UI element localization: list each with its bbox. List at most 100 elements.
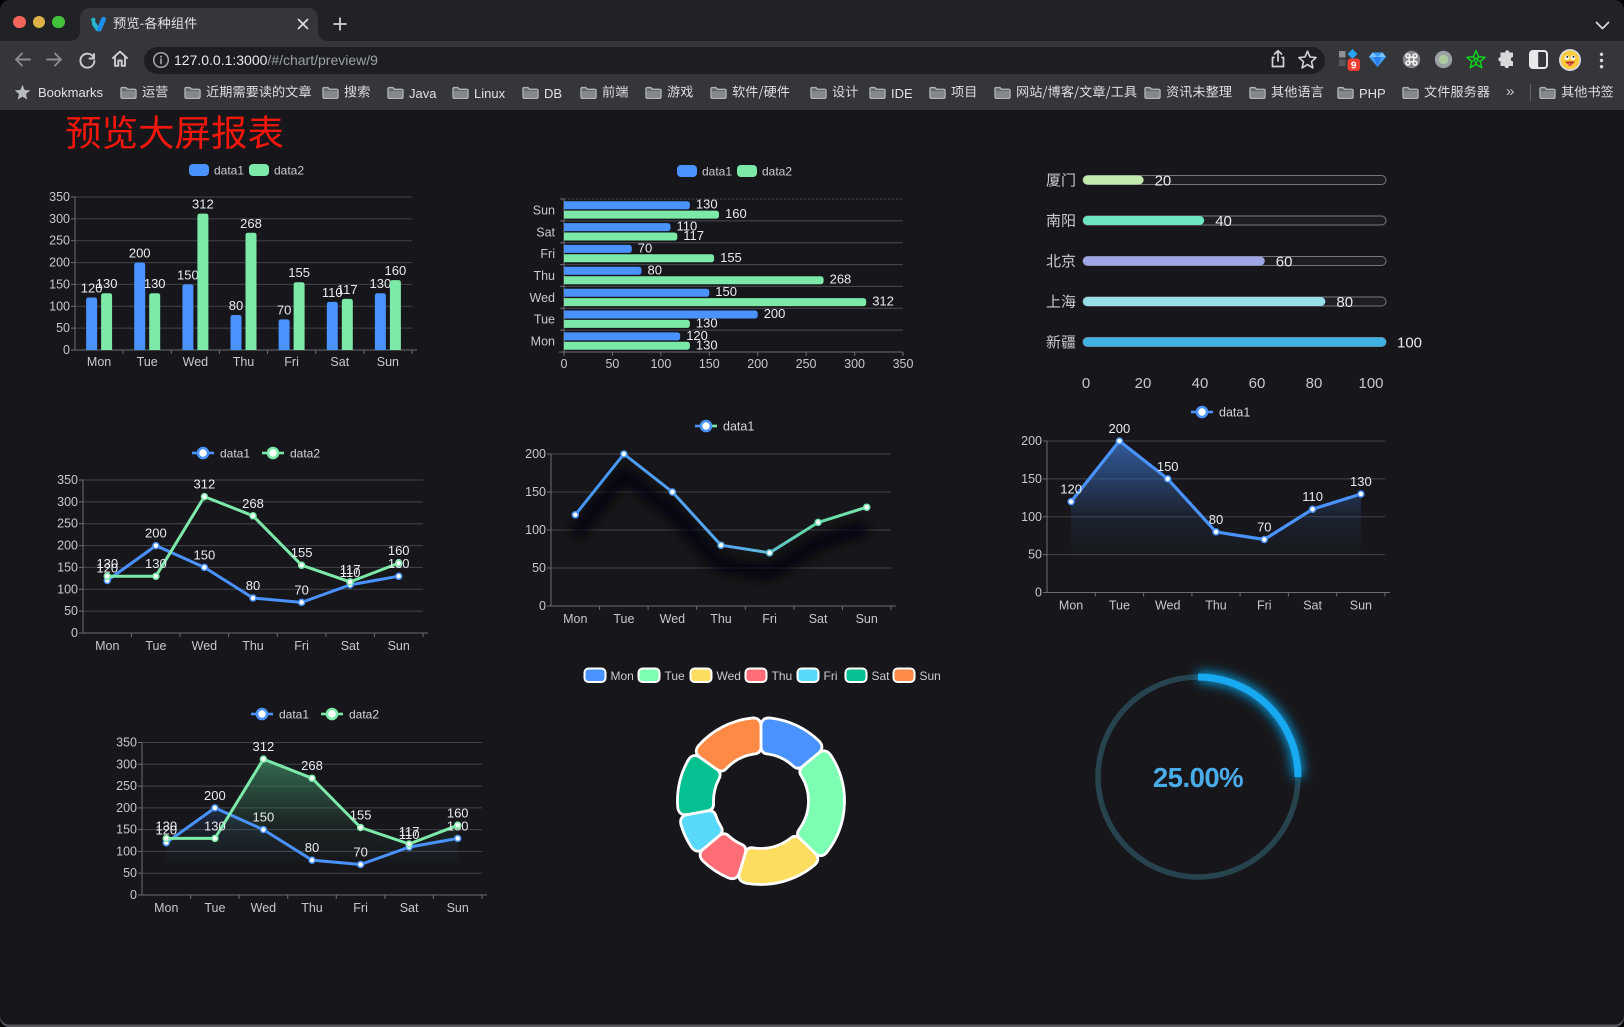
svg-text:70: 70: [1257, 520, 1271, 535]
svg-text:Fri: Fri: [284, 355, 299, 369]
svg-text:300: 300: [116, 757, 137, 771]
svg-text:Fri: Fri: [353, 901, 368, 915]
svg-text:117: 117: [399, 824, 420, 839]
svg-text:Thu: Thu: [301, 901, 323, 915]
svg-text:250: 250: [49, 234, 70, 248]
svg-text:Mon: Mon: [1059, 599, 1083, 613]
svg-text:data1: data1: [214, 164, 244, 178]
svg-text:60: 60: [1249, 375, 1266, 392]
svg-text:155: 155: [288, 265, 310, 280]
svg-text:130: 130: [696, 315, 718, 330]
svg-text:Wed: Wed: [1155, 599, 1181, 613]
svg-text:data1: data1: [279, 708, 309, 722]
svg-text:0: 0: [1082, 375, 1090, 392]
svg-text:110: 110: [399, 827, 420, 842]
svg-text:Thu: Thu: [533, 269, 555, 283]
svg-text:300: 300: [57, 495, 78, 509]
svg-text:120: 120: [686, 328, 708, 343]
svg-text:50: 50: [532, 561, 546, 575]
svg-text:0: 0: [539, 599, 546, 613]
svg-text:110: 110: [1302, 489, 1323, 504]
svg-text:Mon: Mon: [531, 335, 555, 349]
svg-text:data1: data1: [1219, 406, 1250, 420]
svg-text:110: 110: [677, 219, 698, 234]
svg-text:150: 150: [253, 810, 275, 825]
svg-text:50: 50: [605, 357, 619, 371]
svg-text:60: 60: [1276, 254, 1293, 271]
svg-text:120: 120: [1060, 482, 1082, 497]
svg-text:100: 100: [650, 357, 671, 371]
svg-text:250: 250: [116, 779, 137, 793]
svg-text:Sat: Sat: [1303, 599, 1322, 613]
svg-text:150: 150: [1021, 472, 1042, 486]
svg-text:Fri: Fri: [294, 639, 309, 653]
svg-text:200: 200: [1021, 434, 1042, 448]
svg-text:300: 300: [49, 212, 70, 226]
svg-text:117: 117: [337, 282, 358, 297]
svg-text:312: 312: [872, 294, 894, 309]
svg-text:200: 200: [204, 788, 226, 803]
svg-text:350: 350: [893, 357, 914, 371]
svg-text:Thu: Thu: [772, 669, 793, 683]
svg-text:110: 110: [340, 565, 361, 580]
svg-text:150: 150: [57, 560, 78, 574]
svg-text:160: 160: [725, 206, 747, 221]
svg-text:80: 80: [1336, 294, 1353, 311]
svg-text:data2: data2: [290, 447, 320, 461]
svg-text:200: 200: [49, 256, 70, 270]
svg-text:Sun: Sun: [377, 355, 399, 369]
svg-text:130: 130: [204, 818, 226, 833]
svg-text:20: 20: [1135, 375, 1152, 392]
svg-text:Tue: Tue: [534, 313, 555, 327]
svg-text:0: 0: [561, 357, 568, 371]
svg-text:Sat: Sat: [872, 669, 891, 683]
svg-text:312: 312: [192, 197, 214, 212]
svg-text:160: 160: [388, 543, 410, 558]
svg-text:50: 50: [64, 604, 78, 618]
svg-text:Wed: Wed: [660, 612, 686, 626]
svg-text:data2: data2: [762, 165, 792, 179]
svg-text:130: 130: [696, 197, 718, 212]
svg-text:80: 80: [229, 298, 243, 313]
svg-text:130: 130: [370, 276, 392, 291]
svg-text:50: 50: [123, 866, 137, 880]
svg-text:130: 130: [96, 556, 118, 571]
svg-text:150: 150: [715, 284, 737, 299]
svg-text:Tue: Tue: [613, 612, 634, 626]
svg-text:120: 120: [96, 561, 118, 576]
svg-text:117: 117: [340, 562, 361, 577]
svg-text:100: 100: [57, 582, 78, 596]
svg-text:300: 300: [844, 357, 865, 371]
svg-text:200: 200: [129, 246, 151, 261]
svg-text:Sun: Sun: [388, 639, 410, 653]
svg-text:Sat: Sat: [536, 225, 555, 239]
svg-text:200: 200: [764, 306, 786, 321]
svg-text:data2: data2: [274, 164, 304, 178]
svg-text:data2: data2: [349, 708, 379, 722]
svg-text:0: 0: [71, 626, 78, 640]
svg-text:Thu: Thu: [233, 355, 255, 369]
svg-text:data1: data1: [220, 447, 250, 461]
svg-text:120: 120: [155, 823, 177, 838]
svg-text:312: 312: [194, 477, 216, 492]
svg-text:Sun: Sun: [447, 901, 469, 915]
svg-text:120: 120: [81, 281, 103, 296]
svg-text:160: 160: [447, 805, 469, 820]
svg-text:80: 80: [1209, 512, 1223, 527]
svg-text:312: 312: [253, 739, 275, 754]
svg-text:Fri: Fri: [540, 247, 555, 261]
svg-text:250: 250: [796, 357, 817, 371]
svg-text:Tue: Tue: [204, 901, 225, 915]
svg-text:70: 70: [277, 302, 291, 317]
svg-text:150: 150: [525, 485, 546, 499]
svg-text:155: 155: [291, 545, 313, 560]
svg-text:350: 350: [57, 473, 78, 487]
svg-text:200: 200: [145, 526, 167, 541]
svg-text:Tue: Tue: [1109, 599, 1130, 613]
svg-text:100: 100: [116, 844, 137, 858]
svg-text:200: 200: [116, 801, 137, 815]
svg-text:268: 268: [240, 216, 262, 231]
svg-text:155: 155: [350, 808, 372, 823]
svg-text:25.00%: 25.00%: [1153, 762, 1243, 793]
svg-text:80: 80: [648, 262, 662, 277]
